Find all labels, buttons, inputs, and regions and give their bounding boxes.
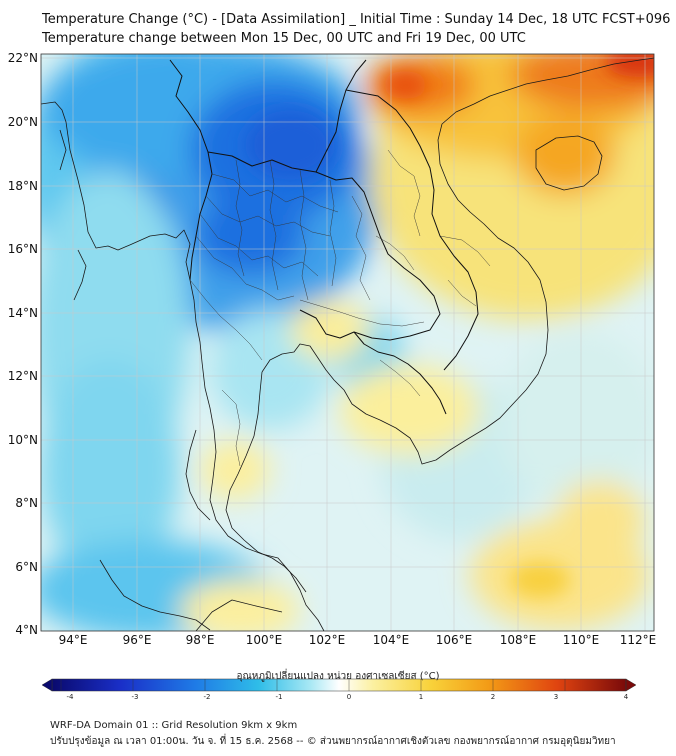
lat-label: 18°N bbox=[7, 179, 38, 193]
title-line-2: Temperature change between Mon 15 Dec, 0… bbox=[42, 31, 526, 46]
lon-label: 108°E bbox=[499, 633, 537, 647]
lat-label: 22°N bbox=[7, 51, 38, 65]
colorbar-tick-label: -4 bbox=[66, 693, 74, 701]
lon-label: 98°E bbox=[185, 633, 215, 647]
temperature-change-map bbox=[40, 53, 655, 692]
colorbar-tick-label: 3 bbox=[553, 693, 559, 701]
lat-lon-grid bbox=[41, 54, 654, 631]
lon-label: 102°E bbox=[308, 633, 346, 647]
colorbar-tick-label: 2 bbox=[490, 693, 496, 701]
footer-model-info: WRF-DA Domain 01 :: Grid Resolution 9km … bbox=[50, 720, 298, 731]
colorbar-tick-label: 1 bbox=[418, 693, 424, 701]
lon-label: 106°E bbox=[435, 633, 473, 647]
lat-label: 6°N bbox=[15, 560, 38, 574]
lat-label: 20°N bbox=[7, 115, 38, 129]
province-borders bbox=[189, 149, 491, 467]
colorbar-title: อุณหภูมิเปลี่ยนแปลง หน่วย องศาเซลเซียส (… bbox=[236, 671, 440, 682]
title-line-1: Temperature Change (°C) - [Data Assimila… bbox=[42, 12, 671, 27]
lon-label: 96°E bbox=[122, 633, 152, 647]
lat-label: 12°N bbox=[7, 369, 38, 383]
lat-label: 14°N bbox=[7, 306, 38, 320]
lat-label: 16°N bbox=[7, 242, 38, 256]
colorbar-tick-label: -3 bbox=[131, 693, 139, 701]
country-borders bbox=[169, 59, 479, 415]
colorbar bbox=[41, 678, 637, 692]
footer-credit: ปรับปรุงข้อมูล ณ เวลา 01:00น. วัน จ. ที่… bbox=[50, 736, 616, 747]
coastline bbox=[41, 57, 654, 631]
colorbar-tick-label: 4 bbox=[623, 693, 629, 701]
colorbar-tick-label: -2 bbox=[203, 693, 211, 701]
lat-label: 10°N bbox=[7, 433, 38, 447]
colorbar-tick-label: 0 bbox=[346, 693, 352, 701]
map-frame bbox=[40, 53, 655, 632]
lat-label: 4°N bbox=[15, 623, 38, 637]
lon-label: 94°E bbox=[58, 633, 88, 647]
lon-label: 112°E bbox=[619, 633, 657, 647]
temperature-field bbox=[41, 54, 654, 631]
lat-label: 8°N bbox=[15, 496, 38, 510]
lon-label: 100°E bbox=[245, 633, 283, 647]
colorbar-tick-label: -1 bbox=[275, 693, 283, 701]
lon-label: 110°E bbox=[562, 633, 600, 647]
lon-label: 104°E bbox=[372, 633, 410, 647]
